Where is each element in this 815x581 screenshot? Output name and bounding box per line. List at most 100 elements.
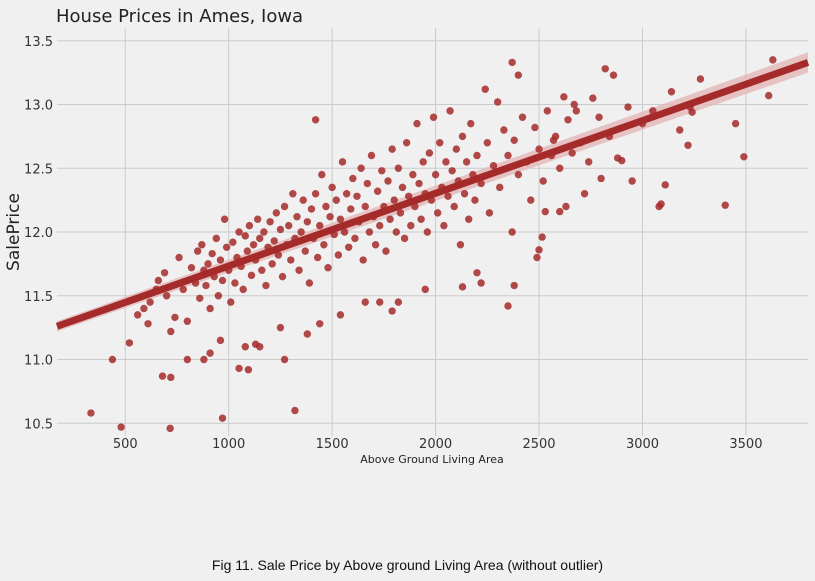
data-point <box>613 154 622 162</box>
data-point <box>688 108 696 116</box>
x-tick-label: 2000 <box>419 437 452 452</box>
data-point <box>244 366 253 374</box>
data-point <box>311 190 320 198</box>
data-point <box>318 170 326 179</box>
data-point <box>276 225 285 234</box>
data-point <box>485 209 494 217</box>
data-point <box>361 298 369 306</box>
data-point <box>504 151 512 160</box>
y-tick-label: 12.5 <box>24 162 53 177</box>
data-point <box>764 91 773 100</box>
y-tick-label: 12.0 <box>24 226 53 241</box>
data-point <box>423 228 432 236</box>
data-point <box>198 241 206 249</box>
data-point <box>320 241 328 249</box>
data-point <box>193 247 202 255</box>
data-point <box>444 192 452 200</box>
data-point <box>274 251 283 259</box>
data-point <box>204 260 212 268</box>
data-point <box>440 221 448 230</box>
data-point <box>245 221 254 230</box>
data-point <box>402 139 411 147</box>
data-point <box>285 221 293 230</box>
data-point <box>256 234 264 243</box>
data-point <box>166 424 174 433</box>
data-point <box>500 126 508 134</box>
data-point <box>202 281 210 290</box>
data-point <box>353 192 361 200</box>
data-point <box>108 355 117 364</box>
data-point <box>431 170 440 179</box>
data-point <box>239 285 247 294</box>
data-point <box>328 183 336 192</box>
data-point <box>562 202 570 211</box>
data-point <box>347 205 355 213</box>
data-point <box>489 162 498 170</box>
data-point <box>405 192 413 200</box>
data-point <box>276 323 285 332</box>
data-point <box>313 253 322 262</box>
data-point <box>628 177 636 185</box>
data-point <box>349 174 357 183</box>
x-tick-label: 3500 <box>729 437 762 452</box>
data-point <box>307 205 316 213</box>
data-point <box>140 304 148 313</box>
data-point <box>556 207 564 216</box>
data-points <box>87 56 777 433</box>
data-point <box>514 71 523 79</box>
data-point <box>667 88 676 96</box>
data-point <box>117 423 125 431</box>
data-point <box>359 256 367 264</box>
x-axis-label: Above Ground Living Area <box>360 453 503 466</box>
data-point <box>556 164 564 172</box>
data-point <box>450 202 458 211</box>
data-point <box>676 126 684 134</box>
data-point <box>390 196 398 204</box>
data-point <box>334 251 343 259</box>
data-point <box>535 145 543 153</box>
data-point <box>740 153 748 161</box>
data-point <box>229 238 237 246</box>
data-point <box>382 247 390 255</box>
data-point <box>144 320 152 328</box>
data-point <box>336 311 345 319</box>
data-point <box>336 215 345 223</box>
data-point <box>458 283 467 291</box>
data-point <box>570 100 578 109</box>
data-point <box>373 187 382 195</box>
data-point <box>446 107 454 115</box>
data-point <box>392 228 400 236</box>
data-point <box>657 200 665 208</box>
data-point <box>597 174 605 183</box>
data-point <box>456 241 465 249</box>
data-point <box>378 167 386 175</box>
data-point <box>442 158 450 166</box>
data-point <box>361 202 369 211</box>
data-point <box>247 271 256 280</box>
data-point <box>187 264 196 272</box>
data-point <box>305 279 314 287</box>
data-point <box>299 196 307 204</box>
data-point <box>551 132 560 141</box>
data-point <box>471 196 479 204</box>
data-point <box>253 215 262 223</box>
data-point <box>214 292 223 300</box>
data-point <box>560 93 568 101</box>
data-point <box>365 228 374 236</box>
regression-line <box>55 59 810 330</box>
data-point <box>696 75 705 83</box>
figure-caption: Fig 11. Sale Price by Above ground Livin… <box>211 557 604 573</box>
data-point <box>235 228 243 236</box>
data-point <box>256 343 264 351</box>
data-point <box>295 266 303 274</box>
data-point <box>731 119 740 128</box>
data-point <box>235 364 243 373</box>
data-point <box>179 285 187 294</box>
data-point <box>167 373 175 382</box>
data-point <box>262 281 270 290</box>
data-point <box>624 103 632 111</box>
data-point <box>580 190 589 198</box>
data-point <box>133 311 142 319</box>
data-point <box>231 279 239 287</box>
data-point <box>510 136 518 144</box>
